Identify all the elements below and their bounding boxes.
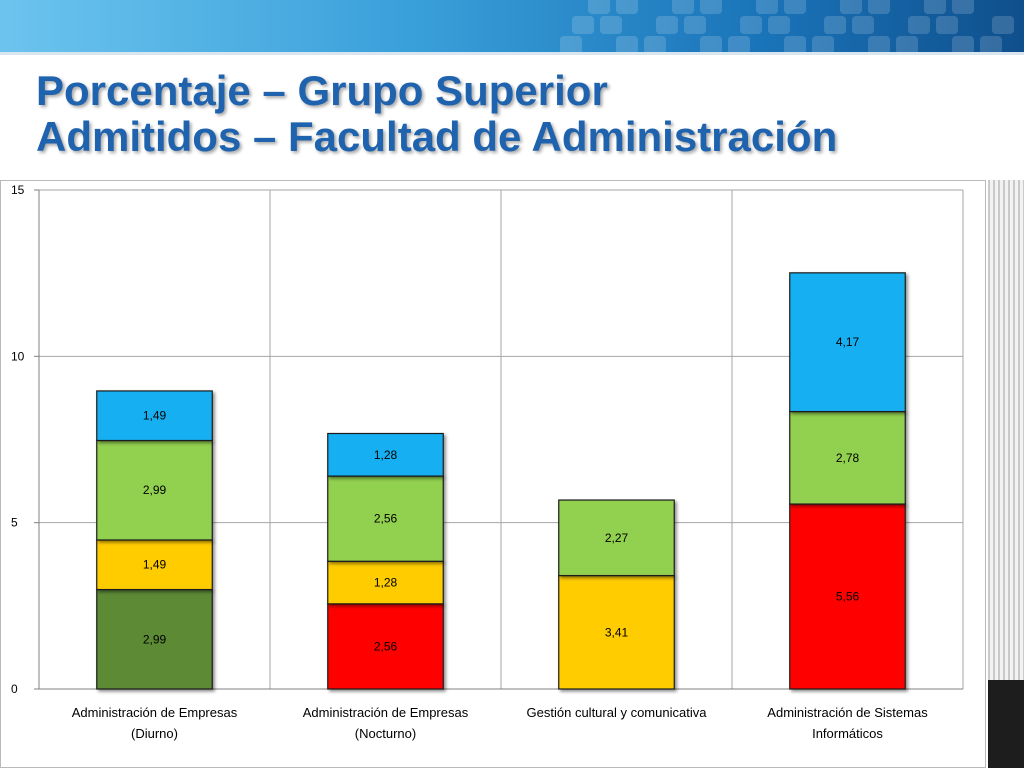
banner-tile: [840, 0, 862, 14]
slide-title-line-1: Porcentaje – Grupo Superior: [36, 67, 608, 114]
banner-tile: [824, 16, 846, 34]
bar-segment: [96, 539, 213, 591]
slide-title-line-2: Admitidos – Facultad de Administración: [36, 113, 838, 160]
data-label: 2,27: [605, 531, 629, 545]
data-label: 3,41: [605, 625, 629, 639]
banner-tile: [852, 16, 874, 34]
banner-tile: [784, 36, 806, 52]
banner-tile: [868, 0, 890, 14]
banner-tile: [656, 16, 678, 34]
category-label: Administración de Empresas: [72, 705, 238, 720]
bar-segment: [558, 574, 675, 690]
banner-tile: [616, 0, 638, 14]
header-banner: [0, 0, 1024, 52]
banner-tile: [700, 0, 722, 14]
banner-tile: [784, 0, 806, 14]
banner-tile: [684, 16, 706, 34]
y-tick-label: 0: [11, 682, 18, 696]
banner-tile: [560, 36, 582, 52]
banner-tile: [740, 16, 762, 34]
data-label: 1,49: [143, 558, 167, 572]
bar-segment: [327, 432, 444, 477]
data-label: 1,28: [374, 576, 398, 590]
banner-divider: [0, 52, 1024, 55]
data-label: 2,56: [374, 639, 398, 653]
banner-tile: [924, 0, 946, 14]
banner-tile: [868, 36, 890, 52]
bar-segment: [96, 588, 213, 690]
category-label: (Diurno): [131, 726, 178, 741]
bar-segment: [789, 272, 906, 413]
bar-segment: [327, 603, 444, 690]
banner-tile: [936, 16, 958, 34]
banner-tile: [896, 36, 918, 52]
bar-segment: [96, 390, 213, 442]
banner-tile: [768, 16, 790, 34]
decorative-dark-block: [988, 680, 1024, 768]
banner-tile: [908, 16, 930, 34]
stacked-bar-chart: 0 5 10 15 2,99 1,49 2,99 1,49 2,56 1,28 2,56 1,28 3,…: [11, 183, 964, 741]
banner-tile: [588, 0, 610, 14]
banner-tile: [992, 16, 1014, 34]
category-label: Gestión cultural y comunicativa: [527, 705, 708, 720]
banner-tile: [672, 0, 694, 14]
banner-tile: [728, 36, 750, 52]
banner-tile: [572, 16, 594, 34]
banner-tile: [700, 36, 722, 52]
data-label: 2,99: [143, 483, 167, 497]
bar-segment: [789, 503, 906, 690]
bar-segment: [327, 560, 444, 605]
data-label: 5,56: [836, 590, 860, 604]
banner-tile: [812, 36, 834, 52]
banner-tile: [600, 16, 622, 34]
bar-segment: [558, 499, 675, 577]
data-label: 1,49: [143, 409, 167, 423]
banner-tile: [980, 36, 1002, 52]
y-tick-label: 10: [11, 349, 25, 363]
banner-tile: [756, 0, 778, 14]
banner-tile: [952, 0, 974, 14]
category-label: (Nocturno): [355, 726, 416, 741]
bar-segment: [789, 410, 906, 505]
banner-tile: [616, 36, 638, 52]
decorative-side-strip: [988, 180, 1024, 768]
data-label: 1,28: [374, 448, 398, 462]
data-label: 2,99: [143, 632, 167, 646]
bar-segment: [96, 439, 213, 541]
data-label: 2,78: [836, 451, 860, 465]
y-tick-label: 15: [11, 183, 25, 197]
slide-title: Porcentaje – Grupo Superior Admitidos – …: [36, 68, 837, 160]
category-label: Administración de Empresas: [303, 705, 469, 720]
category-label: Administración de Sistemas: [767, 705, 928, 720]
chart-area: 0 5 10 15 2,99 1,49 2,99 1,49 2,56 1,28 2,56 1,28 3,…: [0, 180, 986, 768]
banner-tile: [644, 36, 666, 52]
category-label: Informáticos: [812, 726, 883, 741]
data-label: 2,56: [374, 512, 398, 526]
data-label: 4,17: [836, 335, 860, 349]
banner-tile: [952, 36, 974, 52]
y-tick-label: 5: [11, 516, 18, 530]
